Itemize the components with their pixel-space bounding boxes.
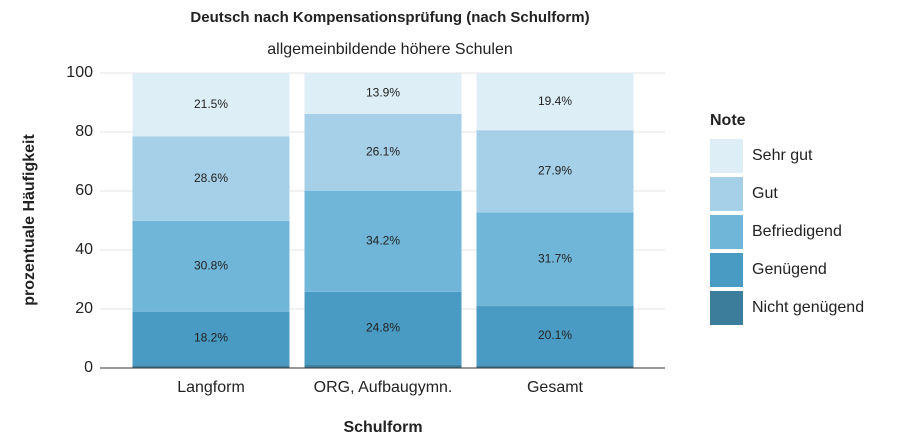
data-label: 31.7%	[538, 251, 572, 265]
legend-label: Gut	[752, 185, 778, 202]
legend-label: Nicht genügend	[752, 299, 864, 316]
x-axis-title: Schulform	[343, 419, 422, 436]
chart-title: Deutsch nach Kompensationsprüfung (nach …	[190, 9, 589, 26]
x-tick-label: Gesamt	[527, 379, 584, 396]
y-tick-label: 60	[75, 182, 93, 199]
y-axis-title: prozentuale Häufigkeit	[21, 134, 38, 306]
data-label: 18.2%	[194, 331, 228, 345]
bar-segment	[132, 220, 290, 312]
bar-segment	[304, 191, 462, 292]
y-tick-label: 40	[75, 241, 93, 258]
bar-segment	[476, 306, 634, 366]
data-label: 20.1%	[538, 328, 572, 342]
bar-segment	[476, 73, 634, 131]
x-tick-label: Langform	[177, 379, 245, 396]
data-label: 30.8%	[194, 258, 228, 272]
data-label: 26.1%	[366, 145, 400, 159]
legend-label: Genügend	[752, 261, 827, 278]
bar-segment	[132, 311, 290, 366]
legend-swatch	[710, 177, 743, 211]
legend-title: Note	[710, 112, 746, 129]
data-label: 19.4%	[538, 94, 572, 108]
bar-segment	[132, 73, 290, 137]
bar-segment	[304, 291, 462, 366]
x-tick-label: ORG, Aufbaugymn.	[314, 379, 453, 396]
legend-label: Sehr gut	[752, 147, 813, 164]
data-label: 21.5%	[194, 97, 228, 111]
data-label: 34.2%	[366, 234, 400, 248]
data-label: 28.6%	[194, 171, 228, 185]
bar-segment	[476, 130, 634, 213]
legend-swatch	[710, 215, 743, 249]
legend-swatch	[710, 139, 743, 173]
legend-label: Befriedigend	[752, 223, 842, 240]
chart-subtitle: allgemeinbildende höhere Schulen	[267, 41, 513, 58]
bar-segment	[476, 365, 634, 368]
y-tick-label: 100	[66, 64, 93, 81]
bar-segment	[132, 365, 290, 368]
data-label: 24.8%	[366, 321, 400, 335]
legend-swatch	[710, 291, 743, 325]
y-tick-label: 80	[75, 123, 93, 140]
y-tick-label: 0	[84, 359, 93, 376]
legend-swatch	[710, 253, 743, 287]
data-label: 13.9%	[366, 86, 400, 100]
bar-segment	[132, 136, 290, 221]
y-tick-label: 20	[75, 300, 93, 317]
bar-segment	[304, 365, 462, 368]
data-label: 27.9%	[538, 164, 572, 178]
bar-segment	[304, 114, 462, 191]
bar-segment	[476, 212, 634, 307]
bar-segment	[304, 73, 462, 115]
